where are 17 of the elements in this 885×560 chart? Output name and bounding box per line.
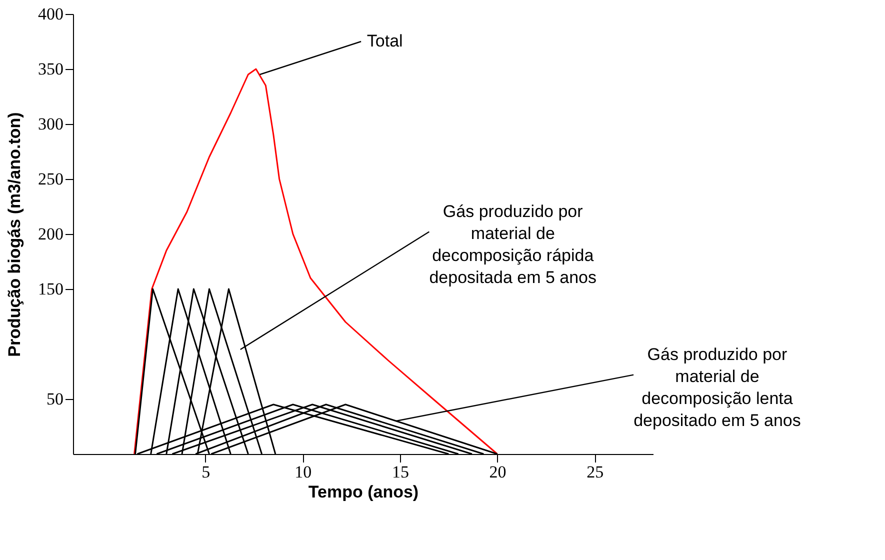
y-tick-label: 250 (38, 170, 64, 188)
y-tick-label: 350 (38, 60, 64, 78)
x-tick-label: 25 (586, 462, 604, 482)
x-tick-label: 5 (202, 462, 210, 482)
x-axis-title: Tempo (anos) (308, 482, 419, 502)
y-tick-label: 200 (38, 224, 64, 244)
y-tick-label: 150 (38, 280, 64, 298)
annotation: Total (366, 32, 403, 50)
y-axis-title: Produção biogás (m3/ano.ton) (5, 112, 24, 357)
y-tick-label: 400 (38, 4, 64, 24)
y-tick-label: 50 (46, 390, 64, 408)
x-tick-label: 15 (392, 462, 409, 482)
x-tick-label: 20 (489, 462, 506, 482)
annotation: Gás produzido por material de decomposição rápida depositada em 5 anos (429, 202, 597, 287)
x-tick-label: 10 (294, 462, 312, 482)
y-tick-label: 300 (38, 114, 64, 134)
annotation: Gás produzido por material de decomposição lenta depositado em 5 anos (634, 345, 801, 430)
